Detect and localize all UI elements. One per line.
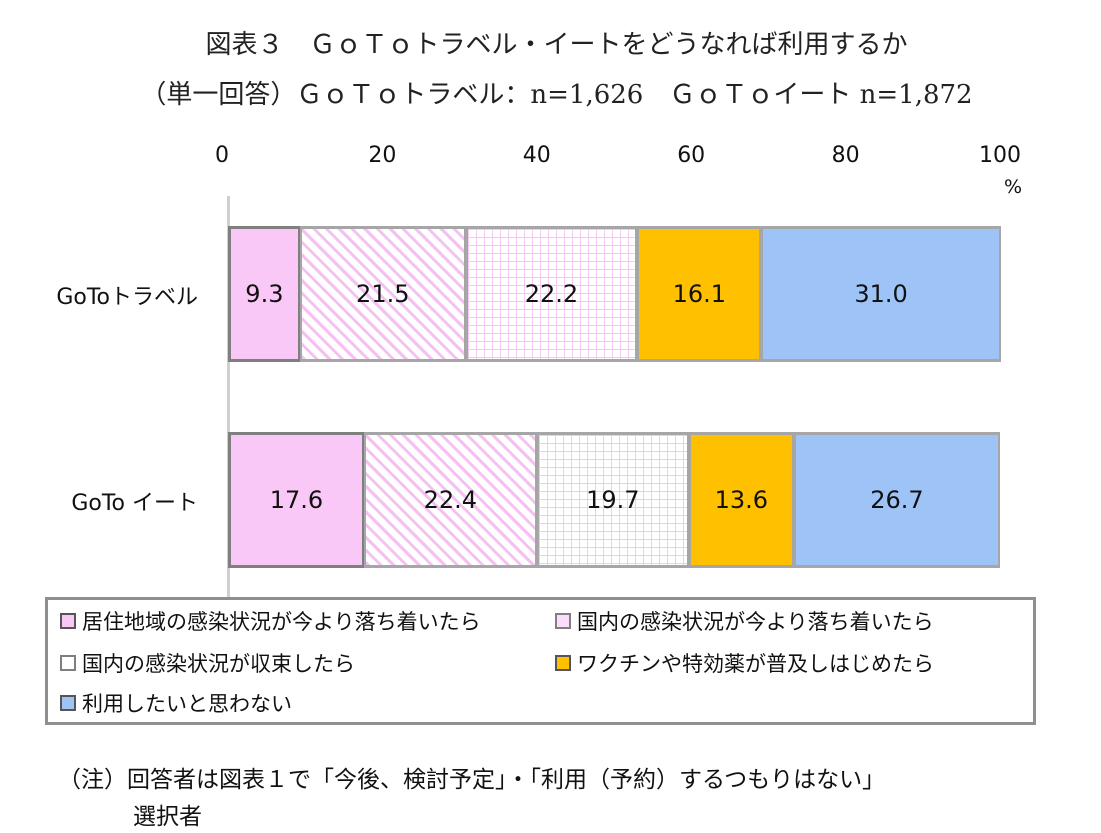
data-label: 31.0 (854, 280, 908, 308)
bar-segment: 9.3 (228, 226, 300, 362)
data-label: 21.5 (356, 280, 410, 308)
legend-label: ワクチンや特効薬が普及しはじめたら (577, 652, 934, 676)
legend-swatch (60, 695, 76, 711)
data-label: 16.1 (672, 280, 727, 308)
legend-label: 居住地域の感染状況が今より落ち着いたら (82, 610, 481, 634)
stacked-bar: 9.3 21.5 22.2 16.1 31.0 (228, 226, 1001, 362)
legend-item: ワクチンや特効薬が普及しはじめたら (555, 648, 934, 678)
legend-swatch (60, 613, 76, 629)
bar-segment: 31.0 (761, 226, 1001, 362)
note-line-1: （注）回答者は図表１で「今後、検討予定」・「利用（予約）するつもりはない」 (58, 767, 886, 793)
data-label: 22.4 (423, 486, 478, 514)
x-tick-label: 80 (831, 143, 860, 168)
bar-segment: 26.7 (793, 432, 1000, 568)
legend-item: 国内の感染状況が今より落ち着いたら (555, 606, 934, 636)
bar-segment: 22.4 (363, 432, 537, 568)
bar-segment: 19.7 (536, 432, 689, 568)
category-label: GoTo イート (71, 491, 198, 516)
bar-segment: 16.1 (637, 226, 762, 362)
legend-swatch (555, 613, 571, 629)
x-tick-label: 20 (368, 143, 397, 168)
chart-title: 図表３ ＧｏＴｏトラベル・イートをどうなれば利用するか (205, 30, 908, 60)
stacked-bar: 17.6 22.4 19.7 13.6 26.7 (228, 432, 1000, 568)
legend-item: 居住地域の感染状況が今より落ち着いたら (60, 606, 481, 636)
bar-segment: 13.6 (688, 432, 794, 568)
x-tick-label: 60 (677, 143, 706, 168)
note-line-2: 選択者 (133, 804, 202, 830)
x-tick-label: 0 (215, 143, 229, 168)
data-label: 22.2 (524, 280, 579, 308)
chart-subtitle: （単一回答）ＧｏＴｏトラベル：n=1,626 ＧｏＴｏイート n=1,872 (140, 80, 973, 110)
legend-label: 利用したいと思わない (82, 692, 292, 716)
bar-segment: 22.2 (465, 226, 638, 362)
axis-unit: % (1004, 176, 1023, 198)
legend-label: 国内の感染状況が今より落ち着いたら (577, 610, 934, 634)
bar-segment: 21.5 (299, 226, 466, 362)
legend: 居住地域の感染状況が今より落ち着いたら 国内の感染状況が今より落ち着いたら国内の感… (45, 597, 1036, 725)
bar-segment: 17.6 (228, 432, 364, 568)
legend-item: 利用したいと思わない (60, 688, 292, 718)
x-tick-label: 40 (522, 143, 551, 168)
legend-swatch (555, 655, 571, 671)
legend-item: 国内の感染状況が収束したら (60, 648, 355, 678)
data-label: 9.3 (245, 280, 284, 308)
data-label: 19.7 (586, 486, 640, 514)
category-label: GoToトラベル (56, 285, 198, 310)
x-tick-label: 100 (979, 143, 1021, 168)
data-label: 13.6 (714, 486, 769, 514)
legend-swatch (60, 655, 76, 671)
data-label: 26.7 (870, 486, 924, 514)
y-axis-line (227, 196, 230, 606)
legend-label: 国内の感染状況が収束したら (82, 652, 355, 676)
data-label: 17.6 (269, 486, 324, 514)
